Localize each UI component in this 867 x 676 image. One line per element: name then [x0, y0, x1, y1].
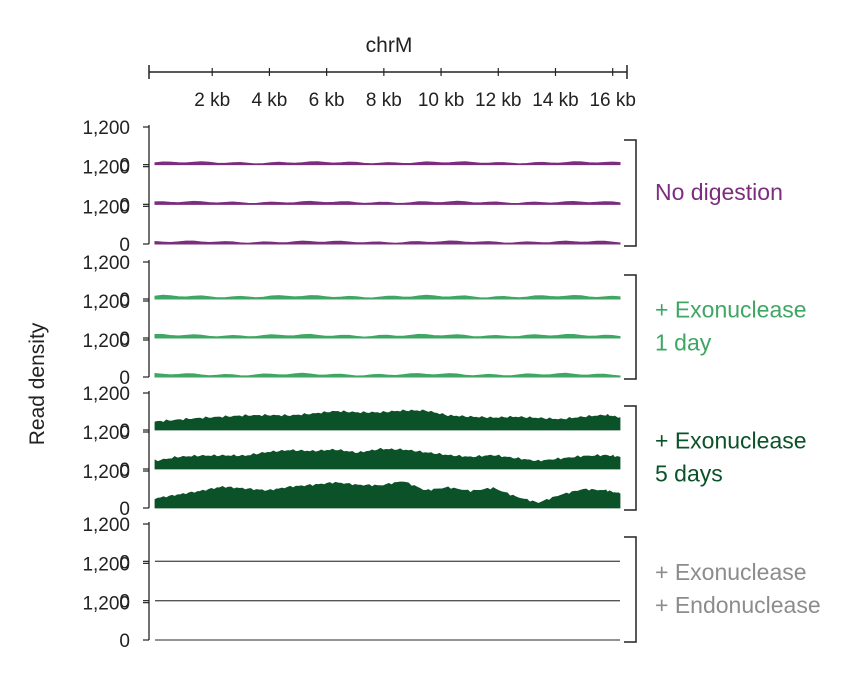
- y-tick-label: 1,200: [82, 292, 130, 313]
- x-tick-label: 16 kb: [589, 90, 635, 111]
- y-tick-label: 1,200: [82, 594, 130, 615]
- y-tick-label: 1,200: [82, 554, 130, 575]
- group-bracket: [624, 274, 637, 380]
- group-bracket: [624, 405, 637, 511]
- y-tick-label: 0: [119, 631, 130, 652]
- y-tick-label: 1,200: [82, 197, 130, 218]
- group-label: 5 days: [655, 461, 723, 487]
- y-tick-label: 0: [119, 329, 130, 350]
- y-tick-label: 1,200: [82, 253, 130, 274]
- y-tick-label: 1,200: [82, 462, 130, 483]
- x-tick-label: 2 kb: [194, 90, 230, 111]
- chart-title: chrM: [366, 34, 413, 57]
- coverage-area: [154, 372, 621, 378]
- coverage-area: [154, 409, 621, 431]
- group-label: + Exonuclease: [655, 297, 807, 323]
- y-tick-label: 1,200: [82, 331, 130, 352]
- y-tick-label: 1,200: [82, 118, 130, 139]
- group-label: No digestion: [655, 179, 783, 205]
- x-tick-label: 6 kb: [309, 90, 345, 111]
- x-tick-label: 4 kb: [251, 90, 287, 111]
- coverage-area: [154, 294, 621, 300]
- group-label: + Endonuclease: [655, 592, 821, 618]
- coverage-area: [154, 333, 621, 339]
- y-tick-label: 1,200: [82, 423, 130, 444]
- coverage-area: [154, 240, 621, 245]
- coverage-area: [154, 200, 621, 205]
- x-tick-label: 14 kb: [532, 90, 578, 111]
- coverage-area: [154, 481, 621, 509]
- group-bracket: [624, 139, 637, 247]
- y-tick-label: 1,200: [82, 515, 130, 536]
- y-tick-label: 0: [119, 156, 130, 177]
- group-label: + Exonuclease: [655, 559, 807, 585]
- group-bracket: [624, 536, 637, 643]
- genome-axis: 2 kb 4 kb 6 kb 8 kb 10 kb 12 kb 14 kb 16 kb: [148, 65, 636, 111]
- y-tick-label: 0: [119, 552, 130, 573]
- y-tick-label: 0: [119, 368, 130, 389]
- x-tick-label: 12 kb: [475, 90, 521, 111]
- y-tick-label: 0: [119, 195, 130, 216]
- x-tick-label: 8 kb: [366, 90, 402, 111]
- y-axis-label: Read density: [26, 322, 49, 445]
- y-tick-label: 0: [119, 290, 130, 311]
- group-label: 1 day: [655, 330, 712, 356]
- y-tick-label: 0: [119, 421, 130, 442]
- y-tick-label: 1,200: [82, 384, 130, 405]
- y-tick-label: 0: [119, 592, 130, 613]
- x-tick-label: 10 kb: [418, 90, 464, 111]
- group-label: + Exonuclease: [655, 428, 807, 454]
- y-tick-label: 0: [119, 460, 130, 481]
- coverage-area: [154, 161, 621, 166]
- y-tick-label: 0: [119, 235, 130, 256]
- y-tick-label: 0: [119, 499, 130, 520]
- coverage-area: [154, 447, 621, 470]
- y-tick-label: 1,200: [82, 158, 130, 179]
